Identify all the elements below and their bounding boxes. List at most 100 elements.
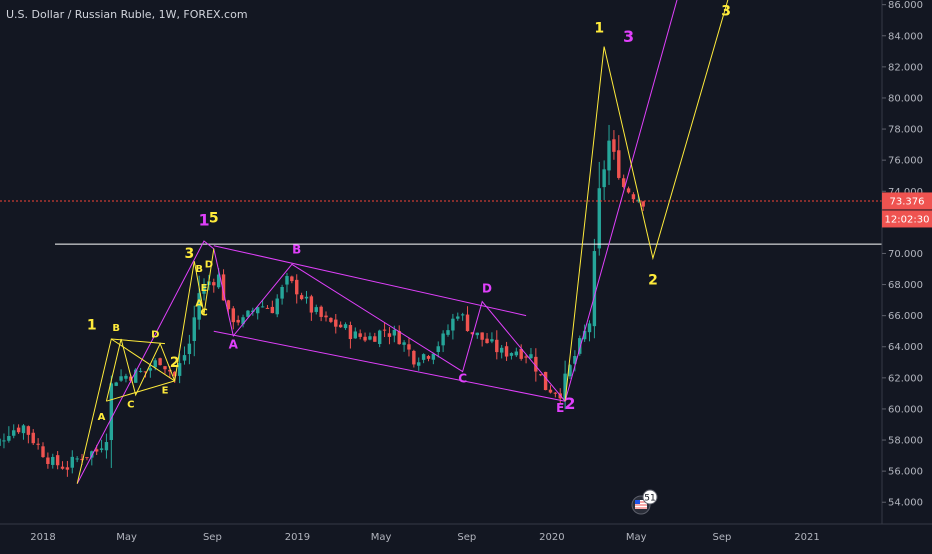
candle-body [60,466,65,469]
candle-body [295,279,299,295]
wave-label: B [292,242,301,256]
candle-body [617,150,621,178]
candle-body [553,392,558,394]
candle-body [26,426,31,435]
candle-body [0,438,1,446]
candle-body [470,332,475,335]
wave-line[interactable] [76,0,682,484]
candle-body [129,376,133,381]
candle-body [334,319,338,327]
price-tick-label: 76.000 [888,156,923,167]
price-tick-label: 70.000 [888,249,923,260]
price-tick-label: 80.000 [888,93,923,104]
time-tick-label: 2021 [794,532,819,543]
candle-body [94,449,99,452]
price-tick-label: 78.000 [888,125,923,136]
candle-body [319,306,323,317]
candle-body [202,284,206,294]
wave-label: E [556,401,564,415]
candle-body [426,356,431,359]
wave-label: 1 [87,318,97,334]
candle-body [197,293,201,320]
price-axis[interactable] [882,0,932,524]
candle-body [641,201,645,207]
candle-body [90,451,94,458]
candle-body [382,329,387,331]
wave-line[interactable] [213,330,566,402]
candle-body [324,315,328,318]
candle-body [490,339,494,342]
price-tick-label: 82.000 [888,62,923,73]
candle-body [255,307,260,314]
candle-body [407,344,411,350]
candle-body [338,324,343,328]
candle-body [182,355,187,361]
candle-body [475,332,479,336]
candle-body [592,251,597,327]
wave-label: A [229,337,239,351]
candle-body [85,457,89,459]
time-tick-label: May [371,532,392,543]
candle-body [358,333,362,337]
time-axis[interactable] [0,524,932,550]
time-tick-label: May [626,532,647,543]
candle-body [402,342,406,345]
chart-title: U.S. Dollar / Russian Ruble, 1W, FOREX.c… [6,8,248,21]
candle-body [134,369,138,383]
wave-line[interactable] [213,245,527,317]
candle-body [529,354,533,359]
wave-label: B [112,323,120,334]
candle-body [31,432,35,444]
badge-circle [642,489,658,505]
time-tick-label: 2018 [30,532,55,543]
events-badge[interactable]: 51 [631,489,658,515]
candle-body [387,333,392,337]
wave-line[interactable] [111,338,166,345]
price-tick-label: 60.000 [888,404,923,415]
wave-line[interactable] [105,338,176,402]
events-count: 51 [644,494,655,504]
time-tick-label: Sep [713,532,732,543]
wave-label: 2 [170,355,180,371]
candle-body [75,458,79,460]
candle-body [221,274,226,301]
candle-body [578,338,582,354]
time-axis-ticks: 2018 May Sep 2019 May Sep 2020 May Sep 2021 [30,532,819,543]
wave-line[interactable] [564,0,731,402]
candle-body [626,188,631,193]
wave-label: C [458,372,467,386]
candle-body [436,346,440,352]
price-tick-label: 86.000 [888,0,923,11]
wave-line[interactable] [76,248,215,484]
wave-label: 3 [185,246,195,262]
candle-body [607,140,611,171]
candle-body [524,356,528,358]
candle-body [543,371,548,391]
wave-line[interactable] [106,380,175,402]
wave-label: A [195,298,203,309]
candle-body [621,178,626,188]
price-tick-label: 56.000 [888,467,923,478]
candle-body [514,351,519,356]
candle-body [124,375,128,379]
price-tick-label: 64.000 [888,342,923,353]
candle-body [138,370,143,372]
candle-body [329,317,333,322]
candle-body [519,348,523,359]
price-tick-label: 58.000 [888,436,923,447]
candle-body [212,282,216,286]
candle-body [348,325,353,340]
candle-body [636,199,641,202]
candle-body [368,336,372,340]
candle-body [602,169,606,188]
candle-body [631,194,636,200]
candle-body [99,448,104,450]
candles-layer [0,124,645,477]
candle-body [41,446,45,458]
candle-body [299,295,304,300]
time-tick-label: Sep [203,532,222,543]
wave-label: D [482,281,492,295]
wave-label: A [98,412,106,423]
